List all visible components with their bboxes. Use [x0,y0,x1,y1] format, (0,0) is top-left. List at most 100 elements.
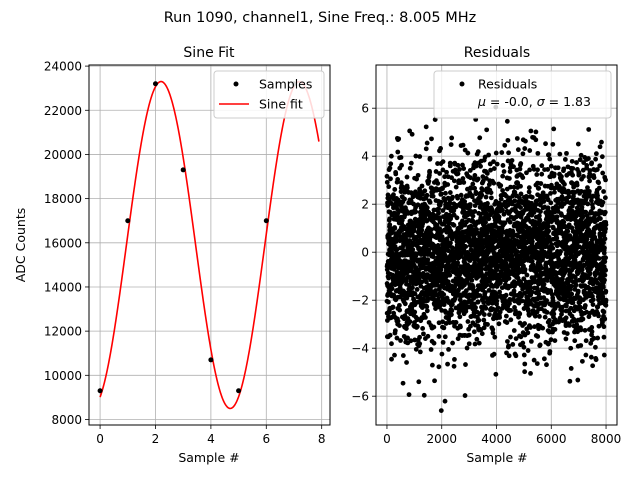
residual-point [477,293,483,298]
residual-point [603,226,608,232]
residual-point [457,314,463,320]
residual-point [387,332,393,338]
residual-point [546,318,552,323]
residual-point [417,334,422,340]
residual-point [389,341,394,347]
residual-point [438,267,444,273]
residual-point [463,244,469,250]
residual-point [552,189,557,195]
residual-point [435,181,441,186]
residual-point [538,265,544,271]
residual-point [560,276,565,282]
residual-point [552,338,558,343]
residual-point [503,292,509,298]
residual-point [538,181,544,186]
residual-point [466,341,472,347]
residual-point [587,178,592,184]
residual-point [420,326,426,331]
residual-point [537,218,543,223]
residual-point [511,288,517,294]
residual-point [440,208,446,213]
residual-point [486,216,492,222]
residual-point [549,242,555,248]
residual-point [398,154,404,160]
residual-point [485,322,490,327]
residual-point [435,161,440,166]
residual-point [447,163,453,169]
residual-point [595,193,600,199]
residual-point [602,195,608,201]
ax2-ytick-label: −2 [351,294,369,308]
residual-point [601,240,606,246]
sine-fit-frame [88,64,331,426]
residual-point [532,313,538,319]
residual-point [493,238,499,244]
residual-point [547,156,553,162]
residual-point [395,318,401,324]
residual-point [510,342,516,347]
sample-point [125,218,131,224]
residual-point [602,236,608,242]
ax2-xtick-label: 0 [383,432,391,446]
residual-point [427,170,432,175]
residual-point [590,363,596,369]
residual-point [417,341,423,347]
residual-point [407,319,413,325]
residual-point [399,162,404,168]
residual-point [508,308,514,313]
residual-point [439,351,445,357]
residual-point [565,228,571,234]
residual-point [551,311,557,317]
residual-point [583,209,589,215]
residual-point [546,228,552,234]
residual-point [583,338,589,344]
residual-point [500,207,505,213]
residual-point [599,139,604,145]
residual-point [602,272,608,278]
residual-point [564,150,569,156]
residual-point [483,194,489,200]
residual-point [498,183,504,188]
residual-point [450,340,455,346]
residual-point [546,152,552,158]
residual-point [514,249,520,254]
sine-fit-axes: Sine Fit 0 2 4 6 8 8000 10000 12000 14000 16000 18… [13,45,331,465]
sample-point [208,357,214,363]
residual-point [589,324,595,330]
residual-point [402,313,408,319]
residual-point [496,214,502,220]
ax2-xtick-label: 8000 [591,432,622,446]
residual-point [586,127,592,132]
residual-point [442,398,448,404]
residual-point [479,266,485,272]
residual-point [405,335,410,341]
residual-point [520,151,526,157]
residual-point [483,176,489,181]
sample-point [236,388,242,394]
residual-point [511,328,517,333]
residual-point [436,206,442,212]
residual-point [490,330,496,336]
residual-point [479,192,485,198]
residual-point [407,128,413,134]
residual-point [390,304,396,310]
residual-point [475,149,481,155]
residual-point [551,171,557,177]
residual-point [569,225,575,231]
residual-point [424,192,430,198]
residual-point [588,354,594,360]
residual-point [391,192,396,198]
residual-point [460,176,466,181]
residual-point [545,167,551,172]
residual-point [509,201,515,207]
residual-point [404,360,409,365]
residual-point [421,331,426,337]
residual-point [461,180,467,185]
residual-point [585,185,590,190]
residual-point [597,216,603,222]
residual-point [451,363,457,369]
residual-point [397,302,402,308]
residual-point [568,305,574,311]
residual-point [439,191,444,197]
residual-point [472,260,478,266]
